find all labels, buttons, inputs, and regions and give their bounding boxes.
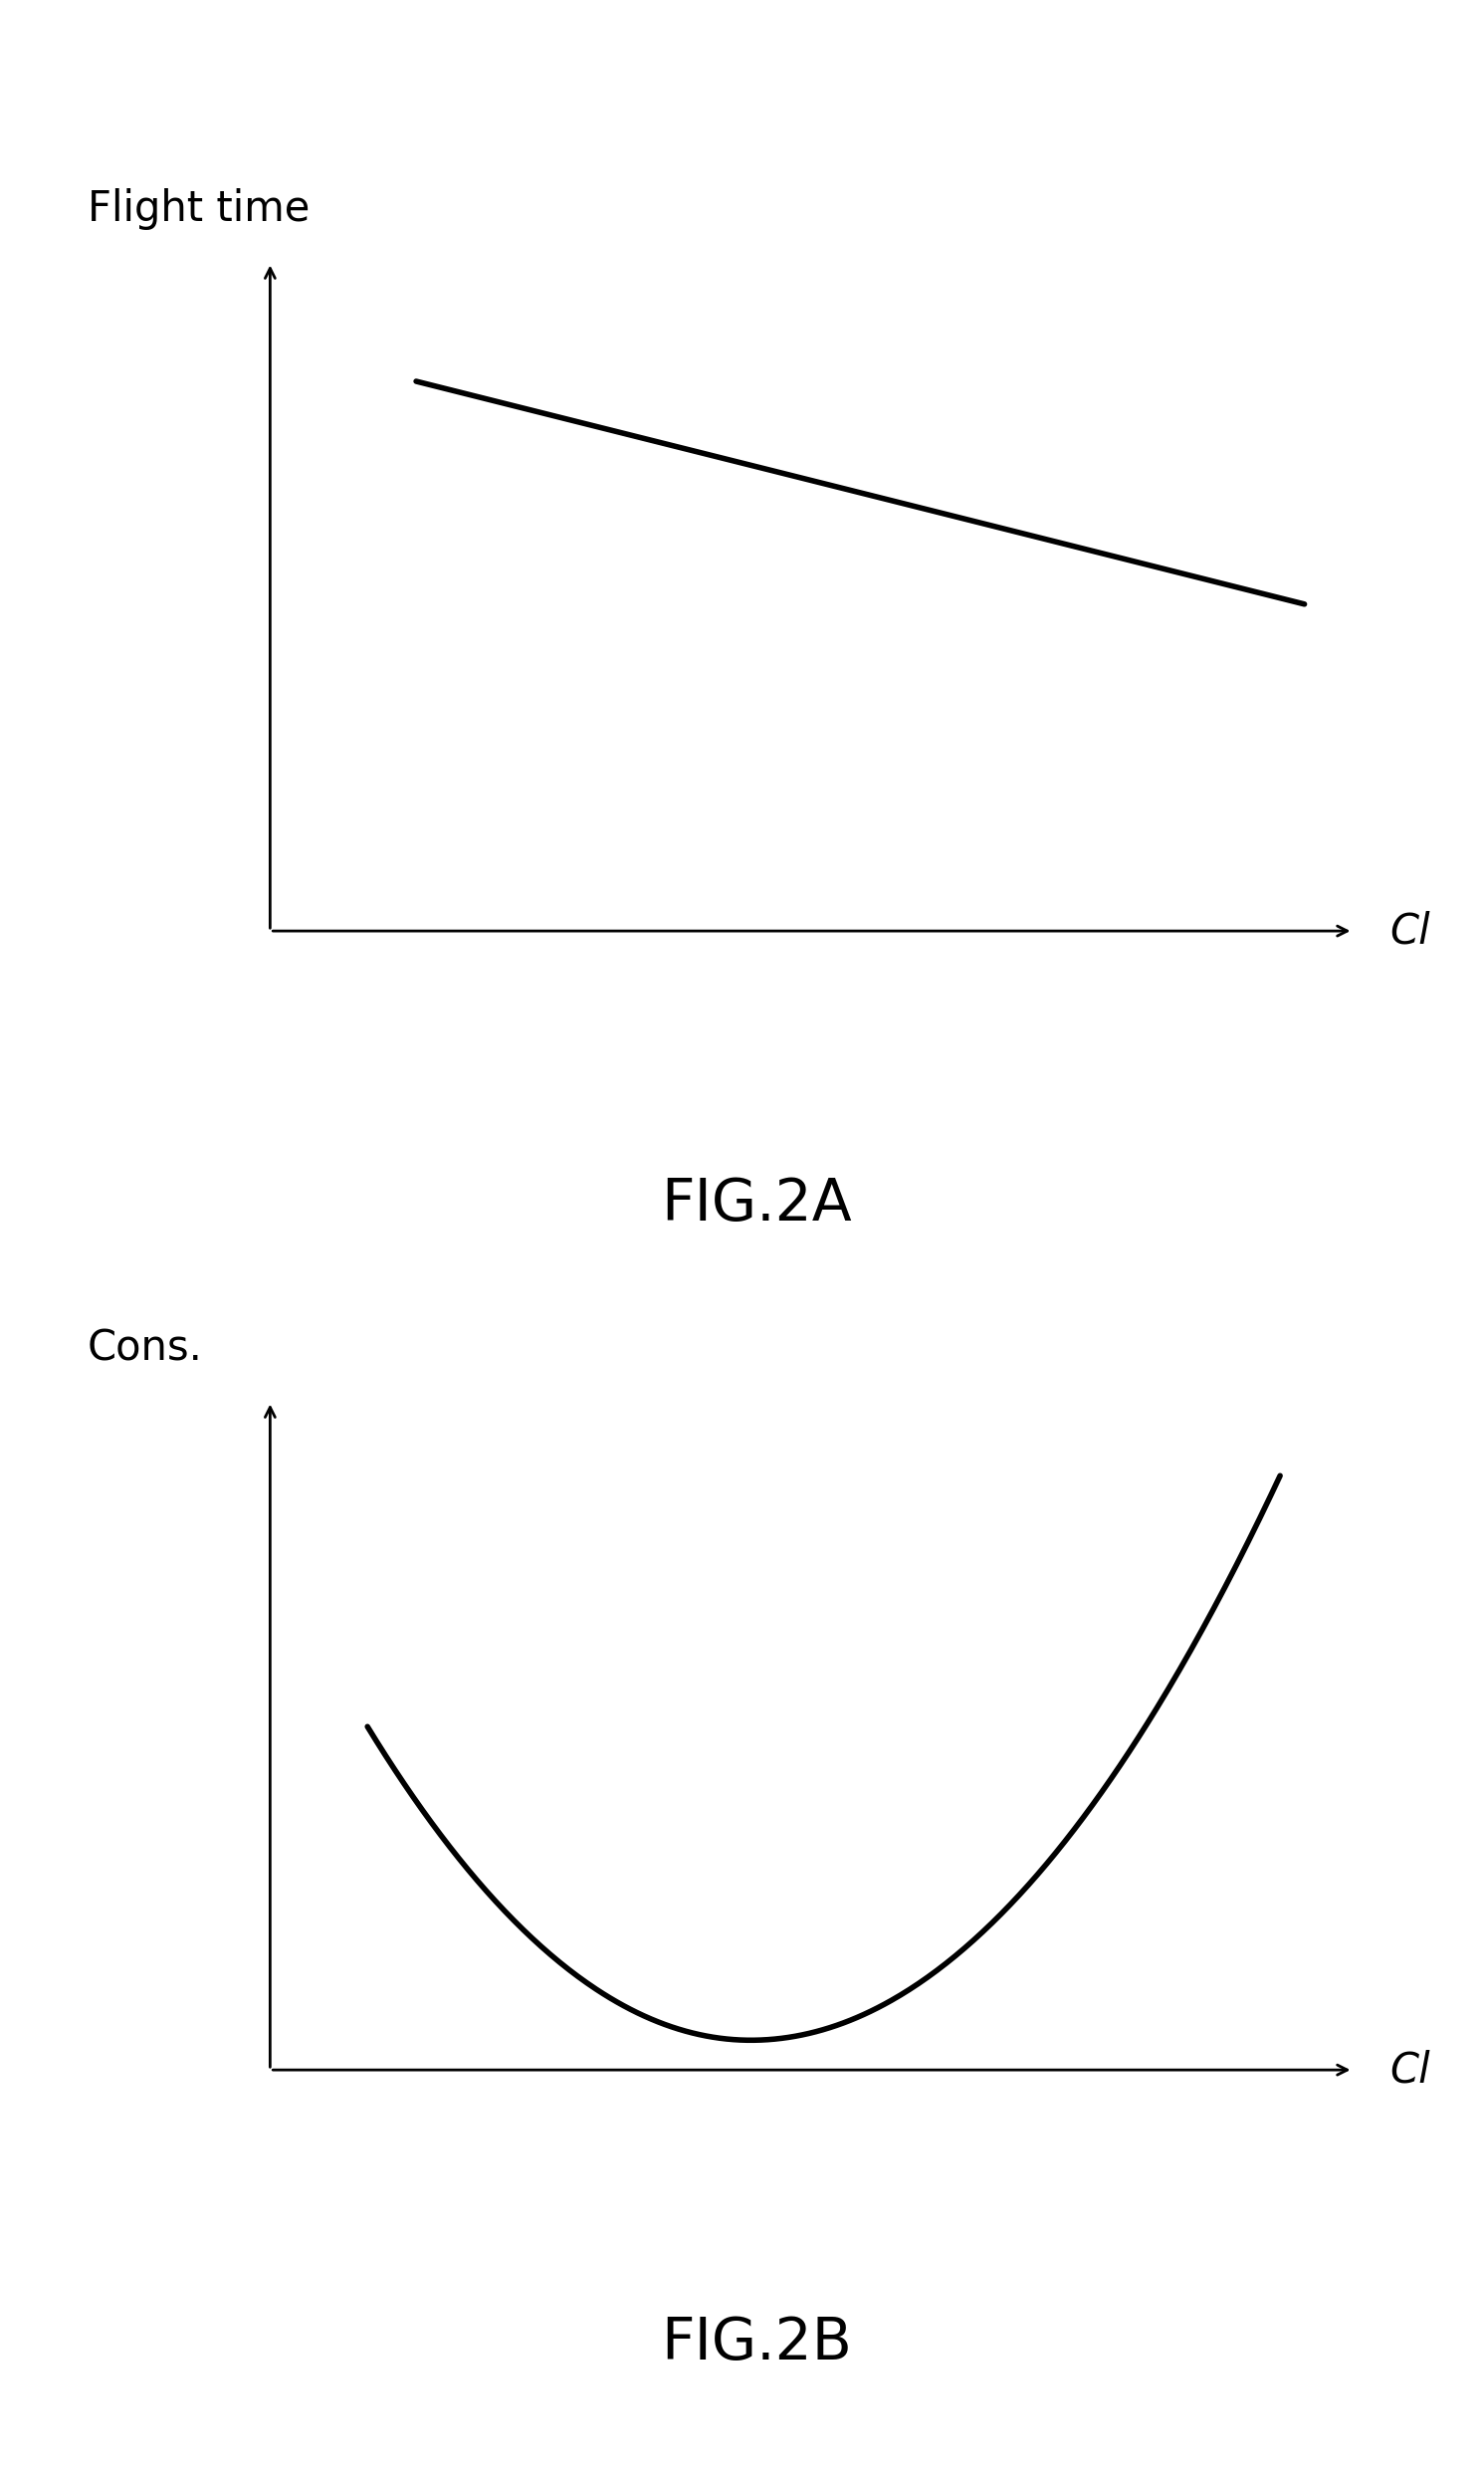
Text: Flight time: Flight time: [88, 188, 310, 230]
Text: Cons.: Cons.: [88, 1327, 203, 1369]
Text: Cl: Cl: [1389, 2050, 1431, 2090]
Text: FIG.2B: FIG.2B: [662, 2315, 852, 2372]
Text: Cl: Cl: [1389, 911, 1431, 951]
Text: FIG.2A: FIG.2A: [662, 1176, 852, 1233]
